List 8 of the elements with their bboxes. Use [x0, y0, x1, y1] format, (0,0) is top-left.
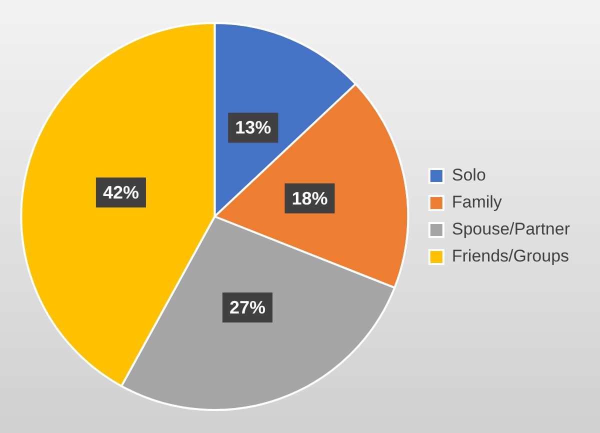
data-label: 27%	[229, 298, 266, 318]
legend-label: Friends/Groups	[452, 246, 570, 266]
legend-label: Family	[452, 192, 502, 212]
data-label: 42%	[102, 182, 139, 202]
legend-label: Solo	[452, 166, 486, 185]
data-label: 13%	[235, 118, 272, 138]
data-label: 18%	[292, 188, 328, 208]
legend-label: Spouse/Partner	[452, 220, 570, 239]
